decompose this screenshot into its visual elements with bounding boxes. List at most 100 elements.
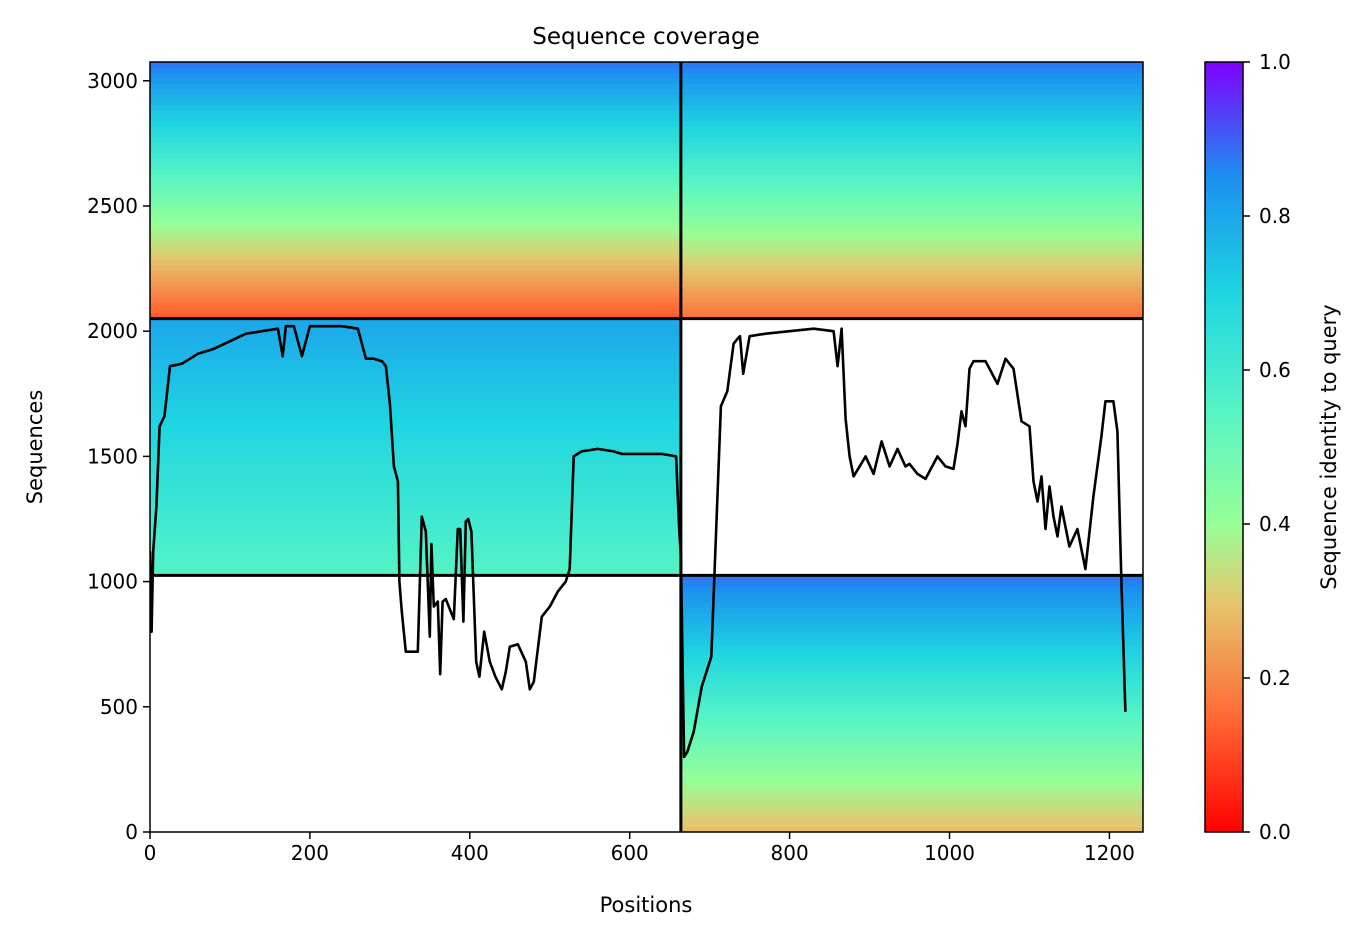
heatmap-band xyxy=(680,211,1143,218)
colorbar-ticks: 0.0 0.2 0.4 0.6 0.8 1.0 xyxy=(1243,50,1291,844)
heatmap-band xyxy=(680,120,1143,127)
heatmap-band xyxy=(150,94,681,101)
heatmap-band xyxy=(680,291,1143,298)
heatmap-band xyxy=(150,340,681,347)
heatmap-band xyxy=(680,104,1143,111)
heatmap-band xyxy=(150,72,681,79)
heatmap-band xyxy=(150,324,681,330)
heatmap-band xyxy=(150,222,681,229)
heatmap-band xyxy=(680,110,1143,117)
heatmap-band xyxy=(150,479,681,486)
heatmap-band xyxy=(680,602,1143,609)
heatmap-band xyxy=(150,120,681,127)
heatmap-band xyxy=(680,307,1143,314)
heatmap-band xyxy=(680,184,1143,191)
heatmap-band xyxy=(150,201,681,207)
x-tick-label: 1200 xyxy=(1084,841,1135,865)
chain-boundaries xyxy=(150,62,1143,832)
heatmap-band xyxy=(150,168,681,175)
heatmap-band xyxy=(680,88,1143,95)
heatmap-band xyxy=(150,190,681,197)
colorbar-tick-label: 0.8 xyxy=(1259,204,1291,228)
heatmap-band xyxy=(150,382,681,389)
heatmap-band xyxy=(680,302,1143,309)
heatmap-band xyxy=(680,313,1143,320)
heatmap-band xyxy=(150,163,681,170)
colorbar-tick-label: 0.2 xyxy=(1259,666,1291,690)
heatmap-band xyxy=(680,126,1143,133)
heatmap-band xyxy=(680,591,1143,598)
heatmap-band xyxy=(150,265,681,272)
y-tick-label: 1000 xyxy=(87,570,138,594)
heatmap-band xyxy=(680,238,1143,245)
heatmap-band xyxy=(680,222,1143,229)
heatmap-band xyxy=(150,425,681,432)
heatmap-band xyxy=(150,356,681,363)
heatmap-band xyxy=(150,543,681,550)
heatmap-band xyxy=(680,607,1143,614)
heatmap-band xyxy=(150,275,681,282)
heatmap-band xyxy=(680,666,1143,673)
heatmap-band xyxy=(680,179,1143,186)
heatmap-band xyxy=(150,302,681,309)
heatmap-band xyxy=(680,703,1143,710)
heatmap-band xyxy=(150,361,681,368)
heatmap-band xyxy=(150,393,681,400)
heatmap-band xyxy=(680,687,1143,694)
heatmap-block xyxy=(150,62,681,320)
heatmap-band xyxy=(680,286,1143,293)
heatmap-band xyxy=(680,206,1143,213)
heatmap-band xyxy=(680,254,1143,261)
coverage-line xyxy=(150,324,1127,759)
y-tick-label: 2500 xyxy=(87,194,138,218)
heatmap-band xyxy=(150,206,681,213)
heatmap-band xyxy=(150,307,681,314)
heatmap-band xyxy=(680,762,1143,769)
heatmap-band xyxy=(150,291,681,298)
heatmap-band xyxy=(150,217,681,224)
heatmap-band xyxy=(680,174,1143,181)
heatmap-band xyxy=(680,628,1143,635)
heatmap-band xyxy=(150,147,681,154)
heatmap-band xyxy=(150,110,681,117)
heatmap-band xyxy=(680,639,1143,646)
heatmap-band xyxy=(150,88,681,95)
heatmap-band xyxy=(150,211,681,218)
heatmap-band xyxy=(680,275,1143,282)
heatmap-band xyxy=(150,414,681,421)
x-tick-label: 1000 xyxy=(924,841,975,865)
heatmap-band xyxy=(680,767,1143,774)
heatmap-band xyxy=(150,452,681,459)
heatmap-band xyxy=(680,799,1143,806)
colorbar-tick-label: 0.6 xyxy=(1259,358,1291,382)
heatmap-band xyxy=(680,147,1143,154)
heatmap-band xyxy=(150,350,681,357)
heatmap-band xyxy=(680,671,1143,678)
heatmap-band xyxy=(680,815,1143,822)
heatmap-band xyxy=(680,72,1143,79)
heatmap-band xyxy=(150,158,681,165)
heatmap-band xyxy=(680,83,1143,90)
heatmap-band xyxy=(680,233,1143,240)
x-tick-label: 200 xyxy=(291,841,329,865)
heatmap-band xyxy=(680,136,1143,143)
heatmap-band xyxy=(680,682,1143,689)
heatmap-band xyxy=(680,826,1143,832)
heatmap-band xyxy=(150,254,681,261)
heatmap-band xyxy=(150,377,681,384)
heatmap-band xyxy=(150,559,681,566)
heatmap-band xyxy=(680,783,1143,790)
heatmap-band xyxy=(680,152,1143,159)
x-tick-label: 600 xyxy=(611,841,649,865)
heatmap-band xyxy=(150,152,681,159)
heatmap-band xyxy=(150,318,681,325)
heatmap-band xyxy=(680,158,1143,165)
heatmap-band xyxy=(680,596,1143,603)
heatmap-block xyxy=(680,575,1143,832)
heatmap-band xyxy=(680,78,1143,84)
heatmap-band xyxy=(150,495,681,502)
heatmap-band xyxy=(150,286,681,293)
heatmap-band xyxy=(680,692,1143,699)
heatmap-band xyxy=(150,334,681,341)
